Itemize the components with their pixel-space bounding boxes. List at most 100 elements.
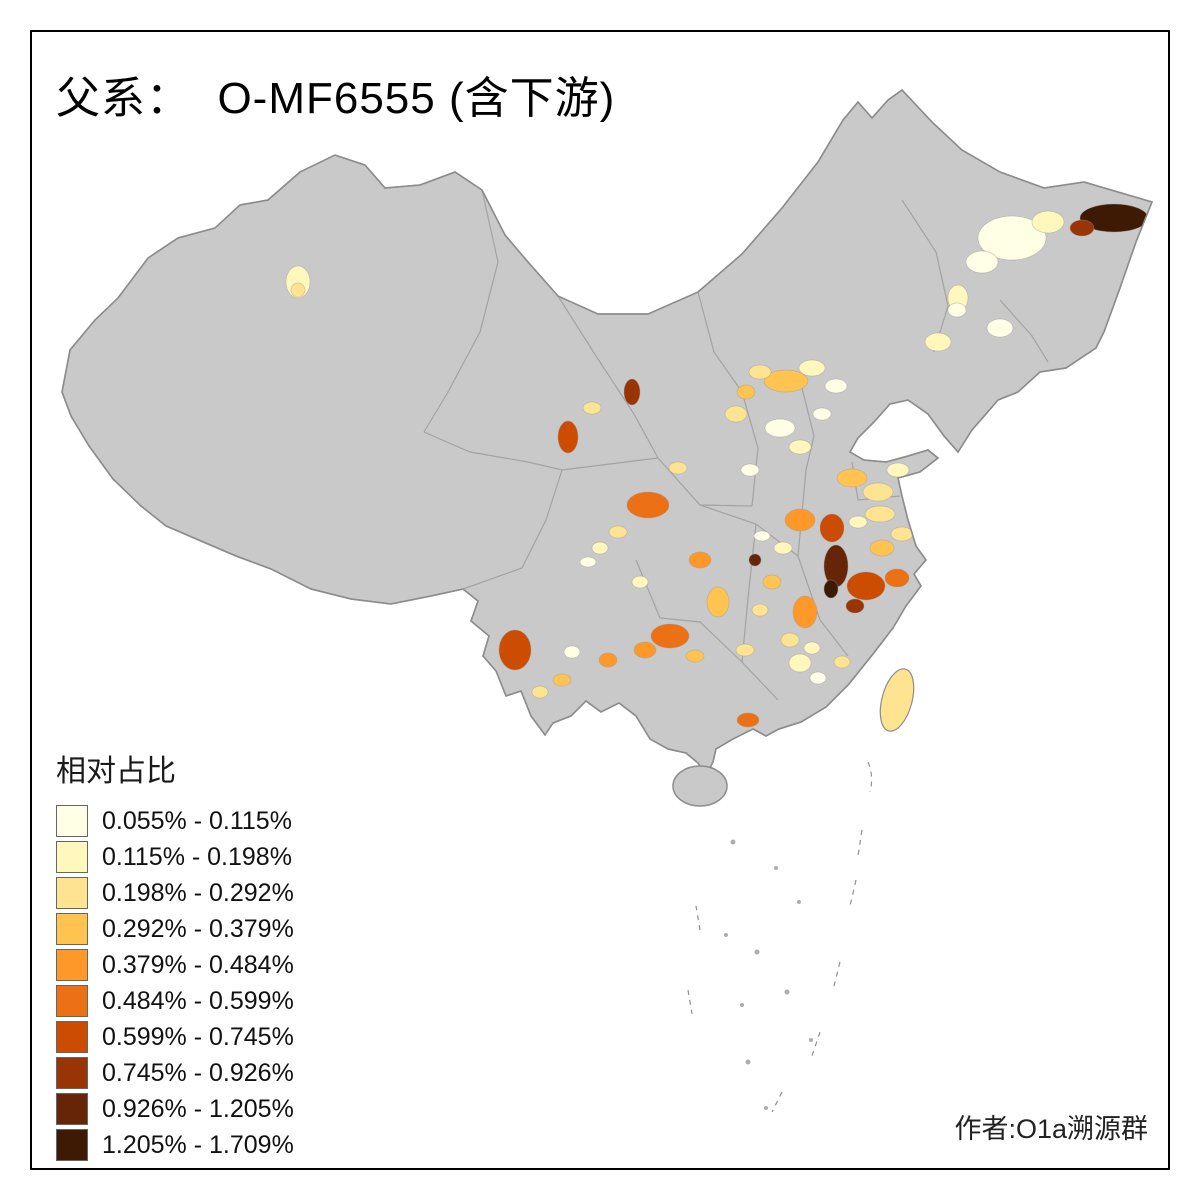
legend-row: 0.379% - 0.484% (56, 948, 294, 982)
region (668, 461, 688, 475)
region (736, 384, 756, 400)
region (986, 318, 1014, 338)
legend-label: 0.198% - 0.292% (102, 878, 294, 907)
legend-label: 0.484% - 0.599% (102, 986, 294, 1015)
region (784, 508, 816, 532)
region (763, 369, 809, 393)
region (563, 645, 581, 659)
south-china-sea-islets (724, 839, 813, 1110)
legend-swatch (56, 1021, 88, 1053)
region (977, 215, 1047, 261)
legend-label: 1.205% - 1.709% (102, 1130, 294, 1159)
legend-label: 0.926% - 1.205% (102, 1094, 294, 1123)
region (751, 603, 769, 617)
region (788, 439, 812, 455)
region (764, 418, 796, 438)
region (748, 364, 772, 380)
region (1031, 210, 1065, 234)
legend-items: 0.055% - 0.115% 0.115% - 0.198% 0.198% -… (56, 804, 294, 1162)
region (773, 541, 793, 555)
region (591, 541, 609, 555)
region (890, 526, 914, 542)
region (598, 652, 618, 668)
region (724, 405, 748, 423)
region (848, 515, 868, 529)
legend-row: 0.599% - 0.745% (56, 1020, 294, 1054)
taiwan-island (879, 668, 915, 732)
legend-row: 0.292% - 0.379% (56, 912, 294, 946)
region (836, 468, 868, 488)
region (531, 685, 549, 699)
china-mainland (61, 89, 1154, 778)
page-title: 父系： O-MF6555 (含下游) (56, 74, 616, 123)
region (869, 539, 895, 557)
region (823, 579, 839, 599)
region (552, 673, 572, 687)
legend-row: 0.745% - 0.926% (56, 1056, 294, 1090)
region (290, 282, 306, 298)
region (924, 332, 952, 352)
legend-swatch (56, 985, 88, 1017)
legend-swatch (56, 913, 88, 945)
region (947, 302, 967, 318)
region (688, 551, 712, 569)
legend-swatch (56, 805, 88, 837)
colored-regions (285, 203, 1149, 728)
region (792, 595, 818, 629)
region (833, 655, 851, 669)
legend-label: 0.745% - 0.926% (102, 1058, 294, 1087)
region (582, 401, 602, 415)
legend-swatch (56, 1129, 88, 1161)
legend-label: 0.055% - 0.115% (102, 806, 292, 835)
region (623, 378, 641, 406)
legend-row: 0.055% - 0.115% (56, 804, 294, 838)
region (579, 556, 597, 568)
region (845, 598, 865, 614)
region (557, 420, 579, 454)
region (762, 574, 782, 590)
region (780, 632, 800, 648)
region (846, 571, 886, 601)
region (498, 629, 532, 671)
region (608, 525, 628, 539)
region (740, 463, 760, 477)
legend-label: 0.115% - 0.198% (102, 842, 292, 871)
region (650, 623, 690, 649)
legend-swatch (56, 1093, 88, 1125)
legend-title: 相对占比 (56, 755, 176, 788)
region (685, 649, 705, 663)
region (812, 407, 832, 421)
china-mainland-outline (61, 89, 1154, 778)
region (633, 641, 657, 659)
legend-row: 0.926% - 1.205% (56, 1092, 294, 1126)
legend-label: 0.292% - 0.379% (102, 914, 294, 943)
region (1069, 219, 1095, 237)
region (788, 653, 812, 673)
region (631, 575, 649, 589)
region (803, 641, 821, 655)
south-china-sea-islands (687, 761, 873, 1113)
region (626, 491, 670, 519)
region (862, 482, 894, 502)
legend-swatch (56, 1057, 88, 1089)
region (864, 505, 896, 523)
legend-row: 0.115% - 0.198% (56, 840, 294, 874)
region (809, 671, 827, 685)
author-credit: 作者:O1a溯源群 (954, 1114, 1148, 1144)
legend-swatch (56, 949, 88, 981)
region (735, 643, 755, 657)
legend-label: 0.379% - 0.484% (102, 950, 294, 979)
region (824, 378, 848, 394)
region (884, 568, 910, 588)
region (748, 553, 762, 567)
region (706, 586, 730, 618)
region (886, 462, 910, 478)
legend-swatch (56, 877, 88, 909)
region (753, 530, 771, 542)
region (965, 250, 999, 274)
legend-row: 1.205% - 1.709% (56, 1128, 294, 1162)
region (736, 712, 760, 728)
legend-label: 0.599% - 0.745% (102, 1022, 294, 1051)
